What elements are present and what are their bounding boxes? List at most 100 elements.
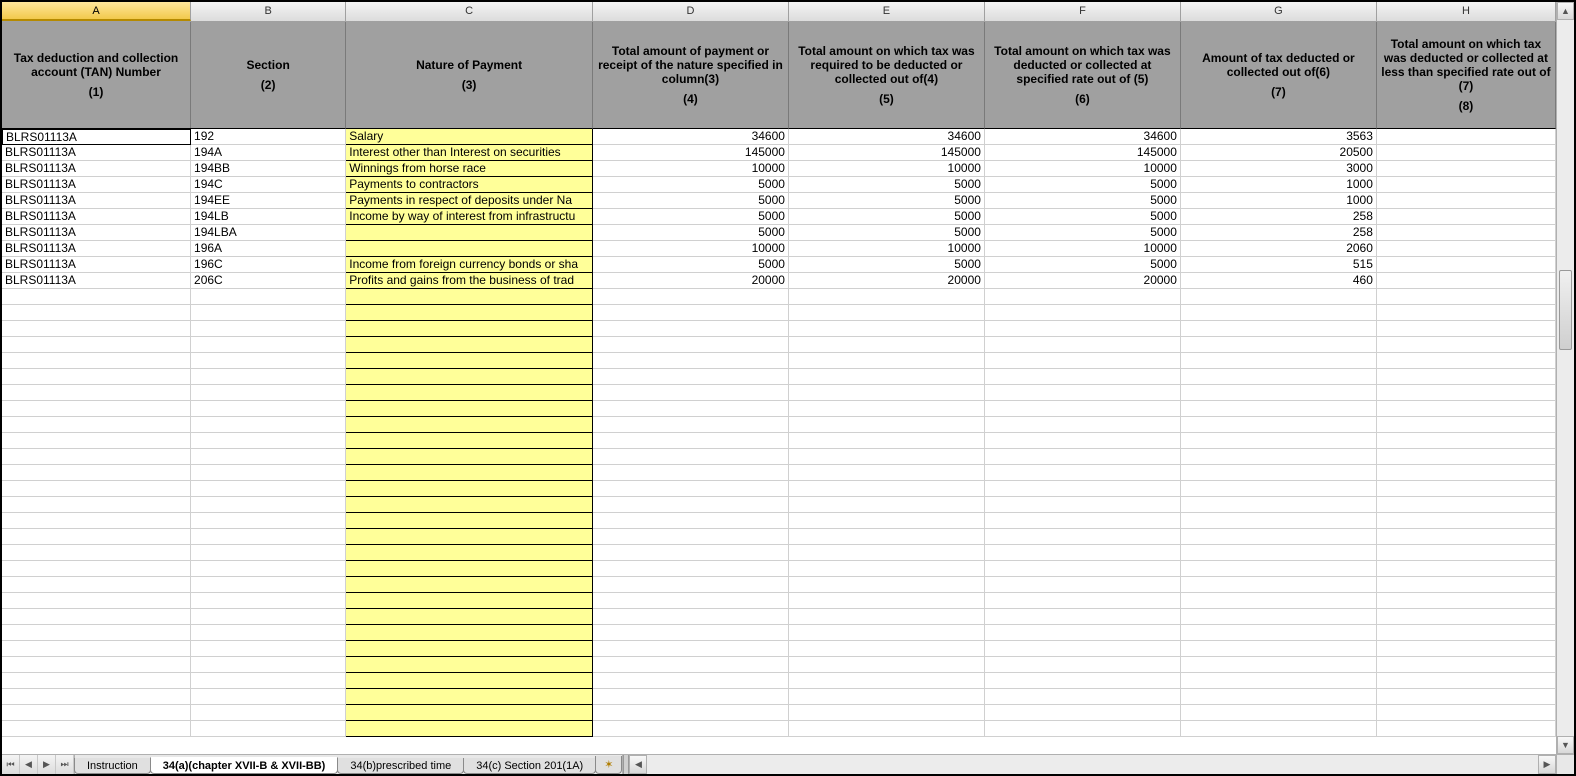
sheet-tab[interactable]: 34(a)(chapter XVII-B & XVII-BB) <box>150 757 339 774</box>
cell-B[interactable] <box>191 337 346 353</box>
cell-F[interactable] <box>985 625 1181 641</box>
cell-A[interactable] <box>2 305 191 321</box>
cell-C[interactable]: Interest other than Interest on securiti… <box>346 145 593 161</box>
cell-D[interactable] <box>593 673 789 689</box>
hscroll-left-button[interactable]: ◀ <box>629 755 647 774</box>
cell-A[interactable] <box>2 689 191 705</box>
cell-G[interactable] <box>1181 529 1377 545</box>
cell-H[interactable] <box>1377 465 1556 481</box>
cell-G[interactable] <box>1181 289 1377 305</box>
cell-H[interactable] <box>1377 641 1556 657</box>
col-header-A[interactable]: A <box>2 2 191 21</box>
cell-A[interactable] <box>2 481 191 497</box>
sheet-tab[interactable]: 34(c) Section 201(1A) <box>463 758 596 774</box>
cell-B[interactable] <box>191 689 346 705</box>
cell-H[interactable] <box>1377 209 1556 225</box>
tab-nav-next[interactable]: ▶ <box>38 755 56 774</box>
cell-A[interactable]: BLRS01113A <box>2 145 191 161</box>
tab-nav-last[interactable]: ⏭ <box>56 755 74 774</box>
cell-E[interactable] <box>789 593 985 609</box>
header-cell-G[interactable]: Amount of tax deducted or collected out … <box>1181 22 1377 129</box>
cell-A[interactable] <box>2 721 191 737</box>
cell-F[interactable] <box>985 385 1181 401</box>
cell-F[interactable]: 5000 <box>985 209 1181 225</box>
cell-D[interactable] <box>593 641 789 657</box>
cell-A[interactable]: BLRS01113A <box>2 161 191 177</box>
cell-F[interactable] <box>985 305 1181 321</box>
cell-D[interactable]: 5000 <box>593 257 789 273</box>
cell-C[interactable]: Income from foreign currency bonds or sh… <box>346 257 593 273</box>
cell-F[interactable] <box>985 657 1181 673</box>
cell-B[interactable]: 194BB <box>191 161 346 177</box>
cell-H[interactable] <box>1377 129 1556 145</box>
cell-C[interactable] <box>346 417 593 433</box>
cell-E[interactable]: 5000 <box>789 193 985 209</box>
cell-F[interactable] <box>985 561 1181 577</box>
cell-E[interactable]: 5000 <box>789 257 985 273</box>
cell-B[interactable] <box>191 705 346 721</box>
cell-G[interactable] <box>1181 593 1377 609</box>
cell-G[interactable] <box>1181 401 1377 417</box>
cell-B[interactable] <box>191 305 346 321</box>
header-cell-H[interactable]: Total amount on which tax was deducted o… <box>1377 22 1556 129</box>
cell-E[interactable] <box>789 705 985 721</box>
cell-B[interactable] <box>191 609 346 625</box>
cell-A[interactable] <box>2 497 191 513</box>
cell-E[interactable]: 10000 <box>789 241 985 257</box>
cell-C[interactable] <box>346 433 593 449</box>
cell-B[interactable] <box>191 545 346 561</box>
cell-A[interactable]: BLRS01113A <box>2 257 191 273</box>
cell-B[interactable] <box>191 625 346 641</box>
cell-G[interactable]: 258 <box>1181 225 1377 241</box>
cell-F[interactable] <box>985 353 1181 369</box>
cell-G[interactable] <box>1181 497 1377 513</box>
cell-D[interactable] <box>593 513 789 529</box>
cell-B[interactable]: 192 <box>191 129 346 145</box>
cell-A[interactable] <box>2 449 191 465</box>
cell-H[interactable] <box>1377 721 1556 737</box>
cell-C[interactable] <box>346 657 593 673</box>
cell-D[interactable] <box>593 625 789 641</box>
cell-C[interactable] <box>346 353 593 369</box>
cell-E[interactable]: 34600 <box>789 129 985 145</box>
cell-H[interactable] <box>1377 529 1556 545</box>
cell-C[interactable] <box>346 529 593 545</box>
tab-nav-first[interactable]: ⏮ <box>2 755 20 774</box>
cell-C[interactable] <box>346 449 593 465</box>
cell-B[interactable] <box>191 513 346 529</box>
cell-E[interactable]: 145000 <box>789 145 985 161</box>
cell-G[interactable] <box>1181 513 1377 529</box>
cell-B[interactable] <box>191 401 346 417</box>
cell-F[interactable]: 10000 <box>985 161 1181 177</box>
cell-E[interactable] <box>789 609 985 625</box>
scroll-down-button[interactable]: ▼ <box>1557 736 1574 754</box>
cell-E[interactable] <box>789 625 985 641</box>
cell-G[interactable]: 1000 <box>1181 193 1377 209</box>
cell-E[interactable] <box>789 497 985 513</box>
cell-B[interactable]: 194A <box>191 145 346 161</box>
cell-A[interactable] <box>2 337 191 353</box>
cell-A[interactable] <box>2 369 191 385</box>
cell-F[interactable]: 34600 <box>985 129 1181 145</box>
cell-H[interactable] <box>1377 273 1556 289</box>
cell-H[interactable] <box>1377 625 1556 641</box>
tab-nav-prev[interactable]: ◀ <box>20 755 38 774</box>
cell-B[interactable] <box>191 657 346 673</box>
cell-D[interactable]: 5000 <box>593 225 789 241</box>
cell-G[interactable] <box>1181 641 1377 657</box>
cell-E[interactable] <box>789 689 985 705</box>
cell-H[interactable] <box>1377 177 1556 193</box>
cell-D[interactable] <box>593 481 789 497</box>
cell-F[interactable]: 5000 <box>985 177 1181 193</box>
cell-C[interactable] <box>346 721 593 737</box>
cell-F[interactable] <box>985 577 1181 593</box>
hscroll-right-button[interactable]: ▶ <box>1538 755 1556 774</box>
cell-G[interactable] <box>1181 449 1377 465</box>
cell-G[interactable] <box>1181 481 1377 497</box>
cell-A[interactable] <box>2 545 191 561</box>
cell-A[interactable] <box>2 289 191 305</box>
cell-D[interactable] <box>593 721 789 737</box>
cell-F[interactable] <box>985 401 1181 417</box>
cell-C[interactable] <box>346 241 593 257</box>
cell-E[interactable] <box>789 417 985 433</box>
